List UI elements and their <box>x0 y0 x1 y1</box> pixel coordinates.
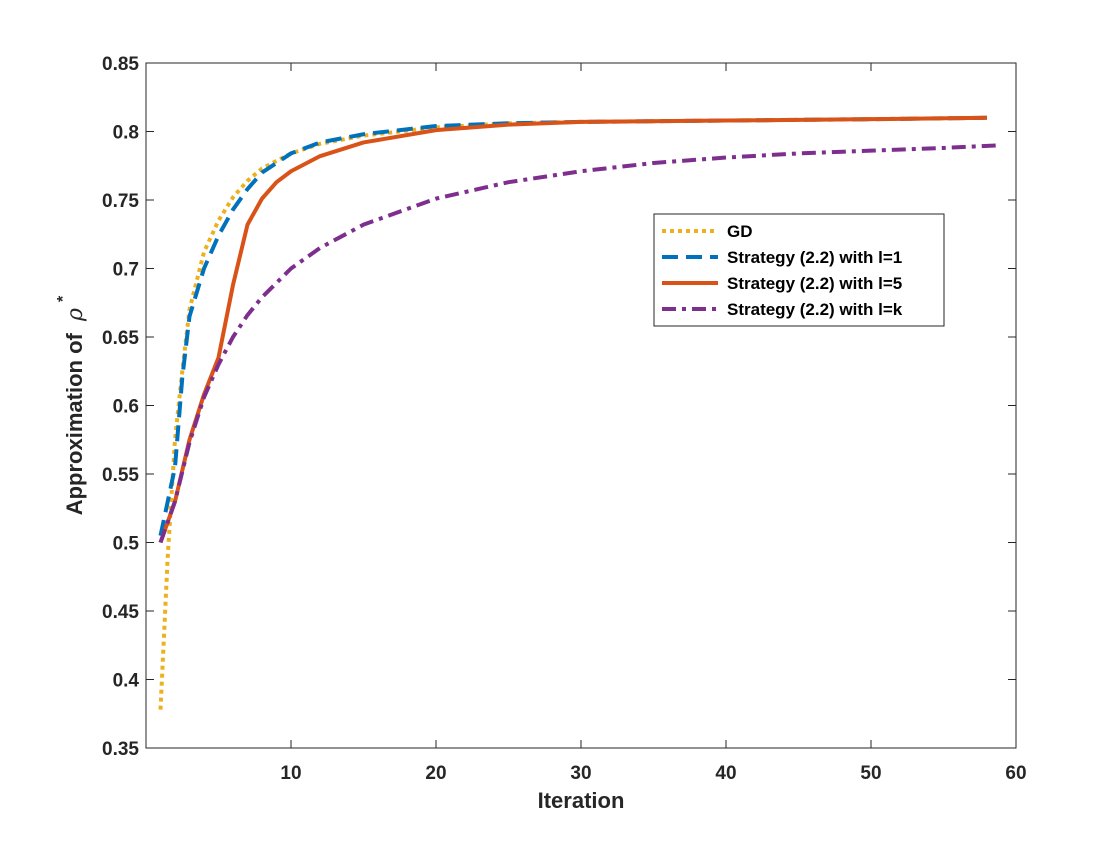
svg-text:Approximation of ρ: Approximation of ρ * <box>55 295 88 515</box>
y-tick-label: 0.85 <box>102 54 139 75</box>
y-tick-label: 0.8 <box>113 123 139 144</box>
y-tick-label: 0.5 <box>113 534 140 555</box>
y-tick-label: 0.65 <box>102 328 139 349</box>
y-tick-label: 0.6 <box>113 397 139 418</box>
x-tick-label: 30 <box>570 763 591 784</box>
y-tick-label: 0.75 <box>102 191 139 212</box>
y-axis-label: Approximation of ρ * <box>55 295 88 515</box>
legend-label-2: Strategy (2.2) with l=1 <box>727 248 902 267</box>
legend-label-1: GD <box>727 222 753 241</box>
y-tick-label: 0.7 <box>113 260 139 281</box>
x-tick-label: 40 <box>715 763 736 784</box>
y-tick-label: 0.4 <box>113 671 140 692</box>
series-layer <box>158 115 1002 710</box>
y-axis-label-main: Approximation of <box>62 332 87 515</box>
y-tick-label: 0.55 <box>102 465 139 486</box>
x-tick-label: 60 <box>1005 763 1026 784</box>
y-axis-label-superscript: * <box>55 295 72 302</box>
legend-label-3: Strategy (2.2) with l=5 <box>727 274 902 293</box>
x-axis-label: Iteration <box>538 788 625 813</box>
series-line-4 <box>158 143 1002 544</box>
ticks-layer: 10 20 30 40 50 60 0.35 0.4 0.45 0.5 0.55 0.6 0.65 0.7… <box>102 54 1027 784</box>
x-tick-label: 20 <box>425 763 446 784</box>
legend-label-4: Strategy (2.2) with l=k <box>727 300 903 319</box>
y-tick-label: 0.35 <box>102 739 139 760</box>
x-tick-label: 10 <box>280 763 301 784</box>
y-axis-label-symbol: ρ <box>63 308 88 322</box>
legend: GD Strategy (2.2) with l=1 Strategy (2.2) … <box>653 213 945 327</box>
series-line-3 <box>158 115 988 544</box>
x-tick-label: 50 <box>860 763 881 784</box>
y-tick-label: 0.45 <box>102 602 139 623</box>
